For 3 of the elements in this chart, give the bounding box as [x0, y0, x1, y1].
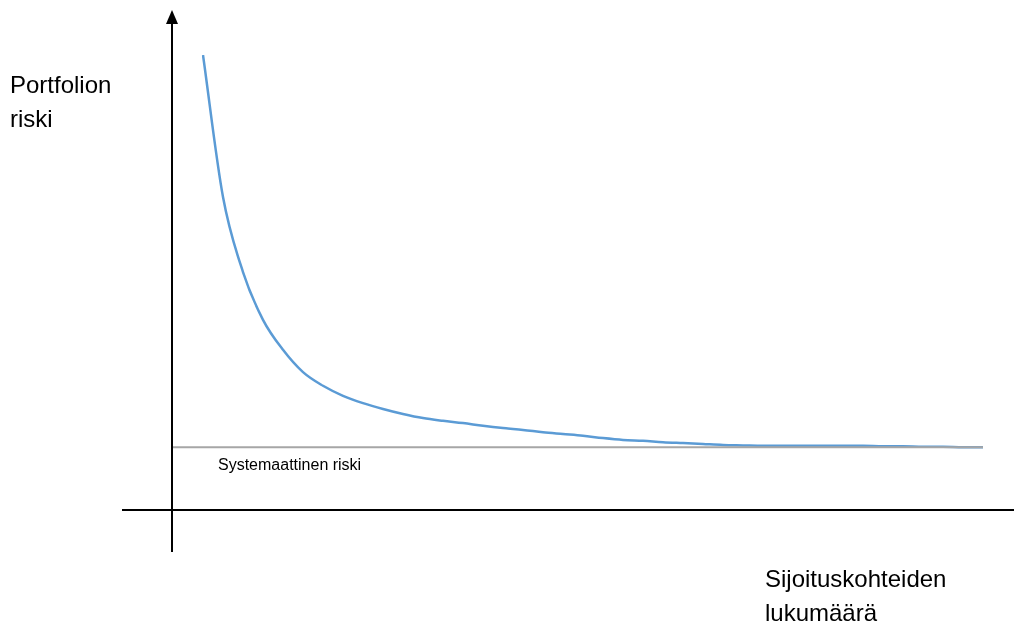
y-axis-title: Portfolion riski: [10, 70, 113, 134]
ref-line-label: Systemaattinen riski: [218, 455, 362, 473]
x-axis-title: Sijoituskohteiden lukumäärä: [765, 564, 948, 628]
